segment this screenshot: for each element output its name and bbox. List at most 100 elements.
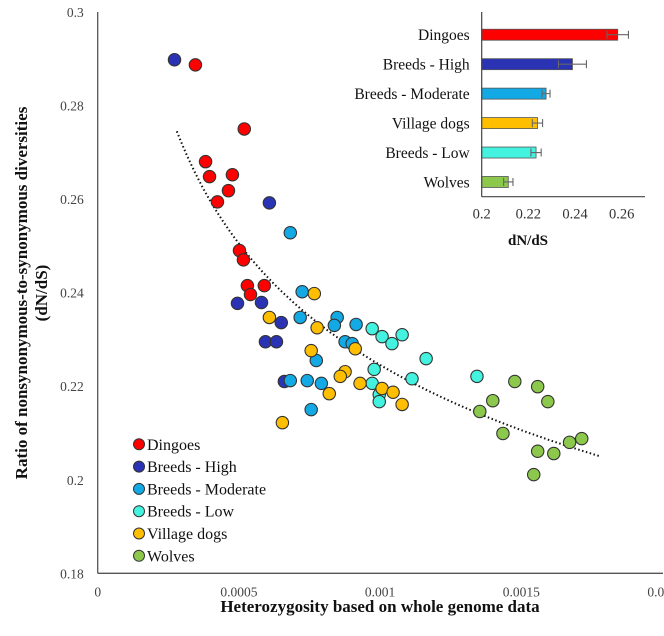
data-point (210, 195, 225, 209)
inset-x-tick-label: 0.2 (473, 207, 491, 223)
data-point (283, 226, 298, 240)
x-axis-title: Heterozygosity based on whole genome dat… (220, 597, 540, 616)
legend: Dingoes Breeds - High Breeds - Moderate Bre… (133, 437, 266, 565)
data-point (167, 52, 182, 67)
data-point (375, 329, 389, 344)
y-axis-title-line2: (dN/dS) (32, 265, 51, 322)
data-point (310, 320, 324, 335)
data-point (405, 371, 419, 386)
data-point (530, 444, 545, 458)
data-point (269, 335, 284, 349)
data-point (367, 362, 381, 377)
data-point (275, 415, 290, 430)
inset-x-axis-title: dN/dS (508, 233, 548, 249)
legend-label: Breeds - Moderate (147, 481, 266, 498)
legend-marker (133, 505, 145, 518)
y-tick-label: 0.18 (60, 566, 84, 581)
data-point (574, 431, 589, 446)
data-point (349, 317, 363, 332)
y-axis-title: Ratio of nonsynonymous-to-synonymous div… (12, 106, 31, 479)
data-point (198, 154, 213, 169)
category-label: Wolves (424, 174, 470, 191)
category-label: Breeds - Low (385, 145, 470, 162)
inset-x-tick-label: 0.26 (609, 207, 634, 223)
data-point (496, 426, 510, 441)
data-point (333, 369, 348, 384)
category-label: Breeds - High (383, 57, 470, 74)
x-tick-label: 0.002 (647, 584, 664, 599)
y-tick-label: 0.26 (60, 192, 84, 207)
category-label: Breeds - Moderate (354, 86, 469, 103)
legend-label: Dingoes (147, 437, 200, 454)
data-point (386, 385, 400, 400)
legend-marker (133, 527, 145, 540)
x-tick-label: 0.001 (365, 584, 395, 599)
data-point (385, 336, 399, 351)
data-point (486, 393, 500, 408)
data-point (304, 402, 318, 417)
data-point (300, 373, 314, 388)
legend-marker (133, 460, 145, 473)
data-point (322, 386, 337, 401)
data-point (225, 168, 240, 182)
data-point (274, 315, 289, 330)
data-point (262, 310, 277, 325)
bar (481, 146, 537, 159)
error-bar (531, 119, 544, 128)
category-label: Dingoes (418, 27, 470, 44)
data-point (365, 321, 379, 336)
y-tick-label: 0.3 (67, 5, 84, 20)
error-bar (557, 60, 587, 69)
data-point (314, 376, 329, 391)
data-point (530, 379, 545, 394)
bar (481, 87, 547, 100)
data-point (254, 295, 269, 310)
data-point (526, 467, 541, 482)
error-bar (503, 177, 514, 186)
data-point (188, 58, 203, 72)
legend-marker (133, 482, 145, 495)
data-point (541, 394, 555, 409)
data-point (562, 435, 577, 450)
data-point (470, 369, 484, 384)
data-point (304, 343, 318, 358)
bar (481, 28, 619, 41)
data-point (230, 296, 245, 311)
y-tick-label: 0.2 (67, 473, 84, 488)
trendline (175, 130, 601, 458)
y-tick-label: 0.28 (60, 99, 84, 114)
legend-label: Wolves (147, 548, 195, 565)
data-point (262, 196, 277, 210)
data-point (236, 253, 251, 267)
data-point (327, 318, 342, 333)
data-point (419, 351, 433, 366)
data-point (395, 327, 409, 342)
inset-x-tick-label: 0.22 (516, 207, 541, 223)
data-point (547, 446, 561, 461)
data-point (473, 404, 487, 419)
y-tick-label: 0.24 (60, 286, 84, 301)
scatter-points (167, 52, 589, 482)
scatter-axes: 0 0.0005 0.001 0.0015 0.002 0.18 0.2 0.22 0.24 0.… (60, 5, 664, 599)
x-tick-label: 0 (94, 584, 101, 599)
data-point (307, 286, 322, 301)
data-point (283, 373, 298, 388)
data-point (395, 397, 409, 412)
error-bar (606, 30, 629, 39)
error-bar (541, 89, 551, 98)
category-label: Village dogs (392, 116, 470, 133)
data-point (257, 278, 272, 293)
legend-label: Breeds - High (147, 459, 237, 476)
data-point (348, 342, 362, 356)
data-point (243, 287, 258, 302)
legend-label: Breeds - Low (147, 504, 235, 521)
data-point (372, 394, 387, 409)
trendline-path (175, 130, 601, 458)
data-point (237, 122, 252, 136)
data-point (295, 284, 309, 299)
data-point (202, 169, 217, 184)
legend-marker (133, 438, 145, 451)
legend-marker (133, 549, 145, 562)
inset-bar-chart: Dingoes Breeds - High Breeds - Moderate Vil… (354, 12, 645, 223)
